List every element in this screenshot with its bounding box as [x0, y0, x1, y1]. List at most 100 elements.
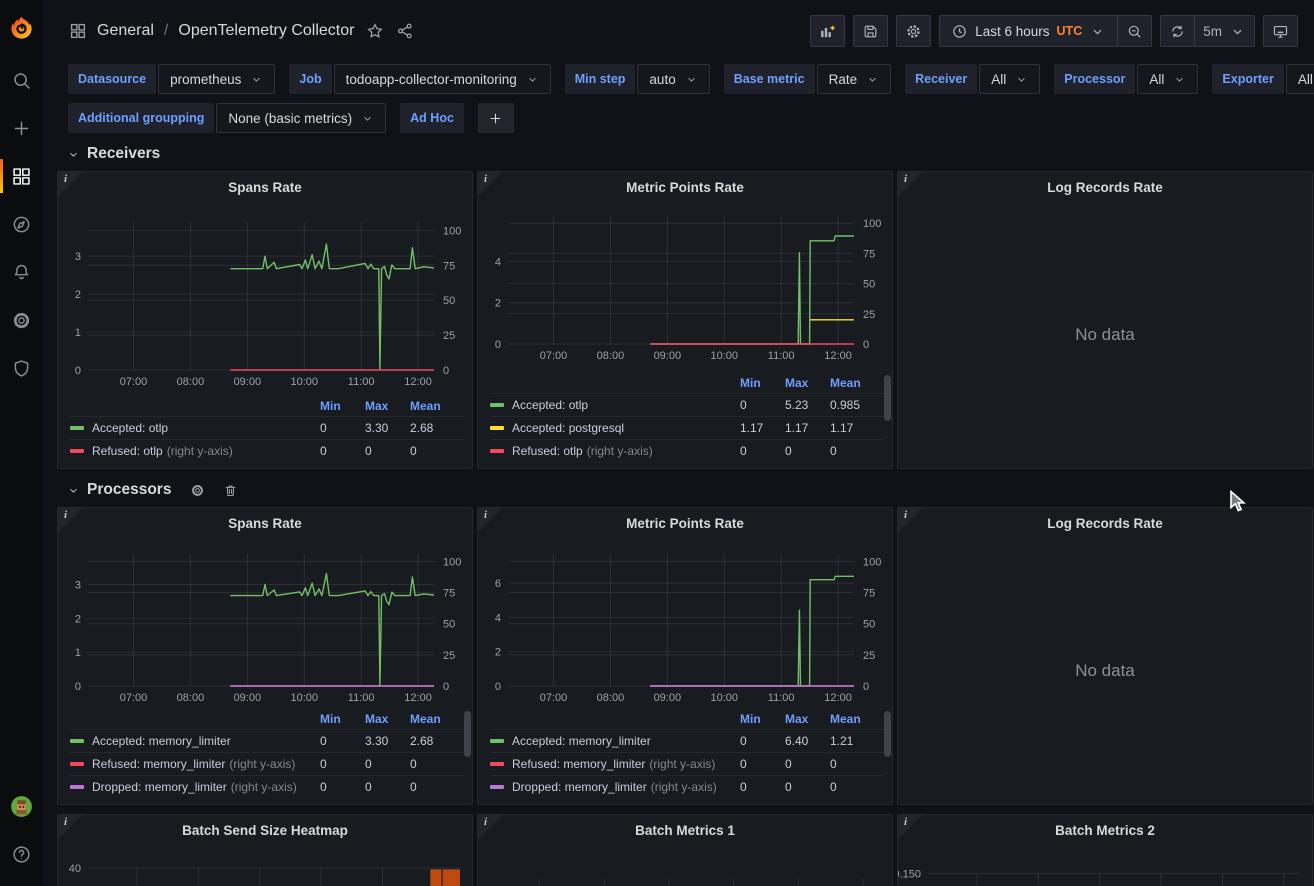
svg-text:07:00: 07:00	[540, 350, 568, 362]
panel-info-corner[interactable]	[58, 815, 82, 839]
share-icon[interactable]	[396, 22, 414, 40]
svg-text:09:00: 09:00	[234, 692, 262, 704]
legend-col-max[interactable]: Max	[365, 399, 410, 413]
legend-series-label[interactable]: Refused: memory_limiter(right y-axis)	[70, 757, 320, 771]
legend-col-mean[interactable]: Mean	[830, 712, 884, 726]
legend-value: 0	[785, 444, 830, 458]
legend-col-mean[interactable]: Mean	[410, 399, 464, 413]
legend-series-label[interactable]: Accepted: postgresql	[490, 421, 740, 435]
time-range-picker[interactable]: Last 6 hours UTC	[939, 15, 1118, 47]
legend-series-label[interactable]: Dropped: memory_limiter(right y-axis)	[70, 780, 320, 794]
variable-value-receiver[interactable]: All	[979, 64, 1040, 94]
legend-value: 0	[740, 398, 785, 412]
legend-value: 0	[320, 444, 365, 458]
dashboard-settings-button[interactable]	[896, 15, 931, 47]
legend-col-min[interactable]: Min	[740, 712, 785, 726]
legend-series-label[interactable]: Refused: otlp(right y-axis)	[490, 444, 740, 458]
legend-col-max[interactable]: Max	[785, 712, 830, 726]
legend-series-label[interactable]: Accepted: memory_limiter	[490, 734, 740, 748]
legend-col-mean[interactable]: Mean	[410, 712, 464, 726]
legend-series-label[interactable]: Refused: memory_limiter(right y-axis)	[490, 757, 740, 771]
dashboard-toolbar: Last 6 hours UTC 5m	[810, 15, 1298, 47]
legend-scrollbar[interactable]	[884, 711, 891, 757]
legend-col-min[interactable]: Min	[740, 376, 785, 390]
svg-text:07:00: 07:00	[120, 376, 148, 388]
panel-title[interactable]: Batch Send Size Heatmap	[58, 815, 472, 845]
series-color-swatch	[490, 426, 504, 430]
legend-col-min[interactable]: Min	[320, 399, 365, 413]
svg-text:12:00: 12:00	[404, 376, 432, 388]
panel-title[interactable]: Batch Metrics 1	[478, 815, 892, 845]
panel-info-corner[interactable]	[898, 172, 922, 196]
variable-value-base-metric[interactable]: Rate	[817, 64, 892, 94]
variable-value-processor[interactable]: All	[1137, 64, 1198, 94]
panel-info-corner[interactable]	[58, 172, 82, 196]
sidebar-item-help[interactable]	[0, 830, 42, 878]
save-dashboard-button[interactable]	[853, 15, 888, 47]
series-line	[230, 574, 434, 685]
page-title[interactable]: OpenTelemetry Collector	[178, 22, 354, 40]
variable-value-additional-groupping[interactable]: None (basic metrics)	[216, 103, 386, 133]
legend-col-mean[interactable]: Mean	[830, 376, 884, 390]
refresh-interval-picker[interactable]: 5m	[1194, 15, 1255, 47]
sidebar-item-alerting[interactable]	[0, 248, 42, 296]
breadcrumb-folder[interactable]: General	[97, 22, 154, 40]
svg-text:0: 0	[75, 365, 81, 377]
panel-info-corner[interactable]	[58, 508, 82, 532]
sidebar-item-configuration[interactable]	[0, 296, 42, 344]
panel-title[interactable]: Batch Metrics 2	[898, 815, 1312, 845]
panel-info-corner[interactable]	[898, 815, 922, 839]
sidebar-item-explore[interactable]	[0, 200, 42, 248]
sidebar-item-create[interactable]	[0, 104, 42, 152]
zoom-out-time-button[interactable]	[1117, 15, 1152, 47]
panel-title[interactable]: Metric Points Rate	[478, 172, 892, 202]
add-adhoc-filter-button[interactable]	[478, 103, 514, 133]
legend-scrollbar[interactable]	[884, 375, 891, 421]
gear-icon[interactable]	[190, 483, 205, 498]
trash-icon[interactable]	[223, 483, 238, 498]
sidebar-item-dashboards[interactable]	[0, 152, 42, 200]
legend-scrollbar[interactable]	[464, 711, 471, 757]
legend-col-min[interactable]: Min	[320, 712, 365, 726]
variable-value-datasource[interactable]: prometheus	[158, 64, 275, 94]
sidebar-item-server-admin[interactable]	[0, 344, 42, 392]
legend-header: MinMaxMean	[490, 373, 884, 393]
legend-value: 0	[365, 780, 410, 794]
section-header-receivers[interactable]: Receivers	[67, 145, 1313, 163]
panel-info-corner[interactable]	[478, 815, 502, 839]
variable-value-min-step[interactable]: auto	[637, 64, 709, 94]
legend-series-label[interactable]: Accepted: otlp	[490, 398, 740, 412]
series-line	[230, 244, 434, 369]
legend-col-max[interactable]: Max	[365, 712, 410, 726]
panel-bm1: i Batch Metrics 1	[477, 814, 893, 886]
panel-title[interactable]: Metric Points Rate	[478, 508, 892, 538]
section-header-processors[interactable]: Processors	[67, 481, 1313, 499]
add-panel-button[interactable]	[810, 15, 845, 47]
legend-series-label[interactable]: Accepted: memory_limiter	[70, 734, 320, 748]
refresh-button[interactable]	[1160, 15, 1195, 47]
variable-label-datasource: Datasource	[68, 64, 156, 94]
variable-value-job[interactable]: todoapp-collector-monitoring	[334, 64, 551, 94]
legend-series-label[interactable]: Refused: otlp(right y-axis)	[70, 444, 320, 458]
sidebar-item-profile[interactable]	[0, 782, 42, 830]
star-icon[interactable]	[366, 22, 384, 40]
panel-title[interactable]: Spans Rate	[58, 508, 472, 538]
question-icon	[11, 844, 32, 865]
panel-title[interactable]: Log Records Rate	[898, 508, 1312, 538]
legend-series-label[interactable]: Dropped: memory_limiter(right y-axis)	[490, 780, 740, 794]
panel-title[interactable]: Log Records Rate	[898, 172, 1312, 202]
variable-additional-groupping: Additional grouppingNone (basic metrics)	[68, 103, 386, 133]
svg-text:75: 75	[863, 588, 875, 600]
variable-value-exporter[interactable]: All	[1286, 64, 1314, 94]
panel-info-corner[interactable]	[478, 508, 502, 532]
series-line	[650, 236, 854, 344]
legend-series-label[interactable]: Accepted: otlp	[70, 421, 320, 435]
info-icon: i	[64, 816, 67, 828]
panel-info-corner[interactable]	[898, 508, 922, 532]
sidebar-item-search[interactable]	[0, 56, 42, 104]
panel-info-corner[interactable]	[478, 172, 502, 196]
panel-title[interactable]: Spans Rate	[58, 172, 472, 202]
kiosk-mode-button[interactable]	[1263, 15, 1298, 47]
grafana-logo[interactable]	[0, 0, 42, 56]
legend-col-max[interactable]: Max	[785, 376, 830, 390]
